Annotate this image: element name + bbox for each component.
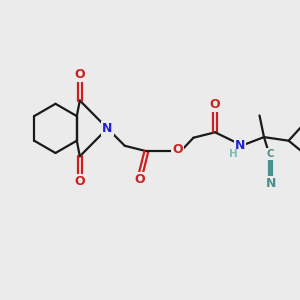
Text: N: N bbox=[235, 139, 245, 152]
Text: O: O bbox=[210, 98, 220, 111]
Text: H: H bbox=[229, 149, 238, 159]
Text: O: O bbox=[172, 143, 183, 156]
Text: C: C bbox=[267, 149, 274, 159]
Text: N: N bbox=[266, 177, 276, 190]
Text: N: N bbox=[102, 122, 112, 135]
Text: O: O bbox=[134, 173, 145, 186]
Text: O: O bbox=[74, 175, 85, 188]
Text: O: O bbox=[74, 68, 85, 82]
